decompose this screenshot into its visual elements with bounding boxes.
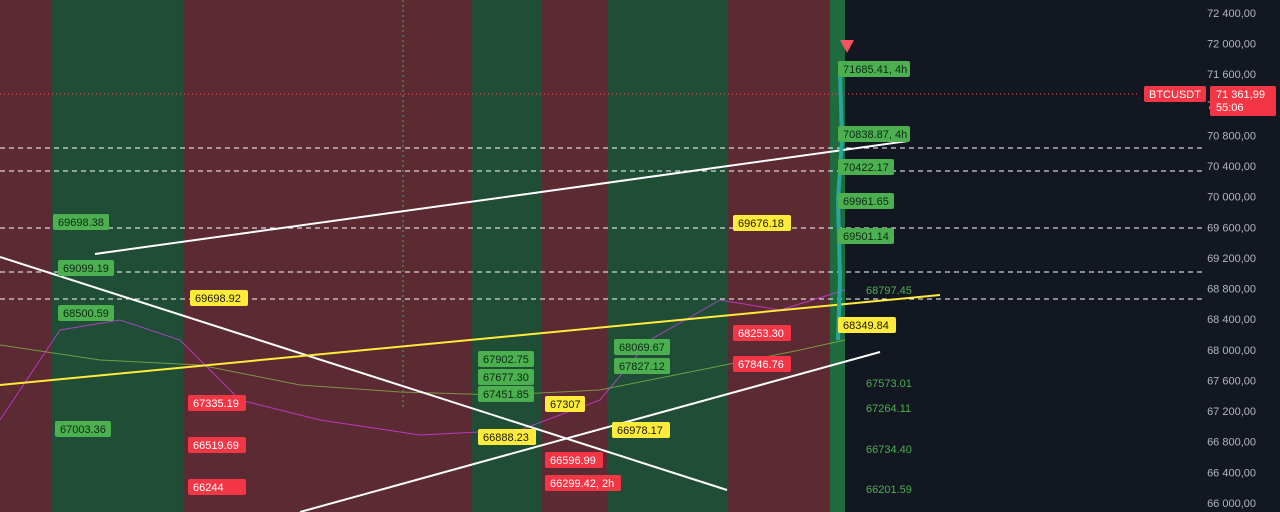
price-label: 69698.92 <box>195 293 241 305</box>
price-label: 66244 <box>193 482 224 494</box>
price-label-box <box>58 260 114 276</box>
price-tick: 71 600,00 <box>1207 69 1256 81</box>
price-tick: 70 800,00 <box>1207 130 1256 142</box>
price-label: 66978.17 <box>617 425 663 437</box>
price-tick: 72 400,00 <box>1207 8 1256 20</box>
level-text: 66734.40 <box>866 444 912 456</box>
last-price: 71 361,99 <box>1216 89 1265 101</box>
symbol-tag <box>1144 86 1206 102</box>
price-tag <box>1210 86 1276 116</box>
price-label-box <box>478 351 534 367</box>
price-tick: 69 600,00 <box>1207 222 1256 234</box>
price-tick: 67 600,00 <box>1207 375 1256 387</box>
level-text: 67264.11 <box>866 403 911 415</box>
price-label: 68349.84 <box>843 320 889 332</box>
level-text: 67573.01 <box>866 378 912 390</box>
price-label: 66888.23 <box>483 432 529 444</box>
price-label-box <box>188 395 246 411</box>
price-tick: 72 000,00 <box>1207 39 1256 51</box>
price-tick: 66 400,00 <box>1207 467 1256 479</box>
price-label: 68069.67 <box>619 342 665 354</box>
price-tick: 66 000,00 <box>1207 498 1256 510</box>
price-label-box <box>614 339 670 355</box>
price-label-box <box>838 61 910 77</box>
price-label: 67335.19 <box>193 398 239 410</box>
price-label-box <box>190 290 248 306</box>
price-label-box <box>838 126 910 142</box>
price-label-box <box>478 369 534 385</box>
price-label: 71685.41, 4h <box>843 64 907 76</box>
price-label: 67677.30 <box>483 372 529 384</box>
price-label: 68500.59 <box>63 308 109 320</box>
price-label: 69099.19 <box>63 263 109 275</box>
price-label-box <box>478 386 534 402</box>
price-label: 66519.69 <box>193 440 239 452</box>
symbol-name: BTCUSDT <box>1149 89 1201 101</box>
price-label-box <box>838 193 894 209</box>
session-bands <box>0 0 845 512</box>
signal-arrow <box>840 40 854 53</box>
price-label: 67902.75 <box>483 354 529 366</box>
price-label-box <box>614 358 670 374</box>
trend-lines <box>0 140 909 512</box>
price-label-box <box>545 396 585 412</box>
price-label-box <box>612 422 670 438</box>
price-label-box <box>55 421 111 437</box>
price-tick: 70 400,00 <box>1207 161 1256 173</box>
level-text: 68797.45 <box>866 285 912 297</box>
price-label-box <box>188 437 246 453</box>
price-tick: 67 200,00 <box>1207 406 1256 418</box>
price-label: 67307 <box>550 399 581 411</box>
price-label-box <box>838 159 894 175</box>
price-label-box <box>545 475 621 491</box>
price-label-box <box>478 429 536 445</box>
price-label: 66596.99 <box>550 455 596 467</box>
price-label: 67846.76 <box>738 359 784 371</box>
price-label-box <box>545 452 603 468</box>
price-label-box <box>58 305 114 321</box>
price-label: 69961.65 <box>843 196 889 208</box>
price-tick: 66 800,00 <box>1207 437 1256 449</box>
price-tick: 69 200,00 <box>1207 253 1256 265</box>
price-label: 67003.36 <box>60 424 106 436</box>
level-text: 66201.59 <box>866 484 912 496</box>
price-label-box <box>188 479 246 495</box>
price-label: 67451.85 <box>483 389 529 401</box>
countdown: 55:06 <box>1216 102 1244 114</box>
price-label-box <box>733 215 791 231</box>
price-label-box <box>733 325 791 341</box>
price-label-box <box>53 214 109 230</box>
price-label: 66299.42, 2h <box>550 478 614 490</box>
price-label: 70422.17 <box>843 162 889 174</box>
price-label-box <box>838 317 896 333</box>
price-label: 69698.38 <box>58 217 104 229</box>
price-label: 68253.30 <box>738 328 784 340</box>
price-tick: 70 000,00 <box>1207 192 1256 204</box>
price-label: 69501.14 <box>843 231 889 243</box>
trend-line <box>0 294 941 386</box>
price-tick: 68 800,00 <box>1207 284 1256 296</box>
price-label: 67827.12 <box>619 361 665 373</box>
price-label: 69676.18 <box>738 218 784 230</box>
price-label-box <box>733 356 791 372</box>
price-tick: 68 000,00 <box>1207 345 1256 357</box>
moving-average <box>0 289 846 436</box>
price-tick: 68 400,00 <box>1207 314 1256 326</box>
price-label: 70838.87, 4h <box>843 129 907 141</box>
price-label-box <box>838 228 894 244</box>
